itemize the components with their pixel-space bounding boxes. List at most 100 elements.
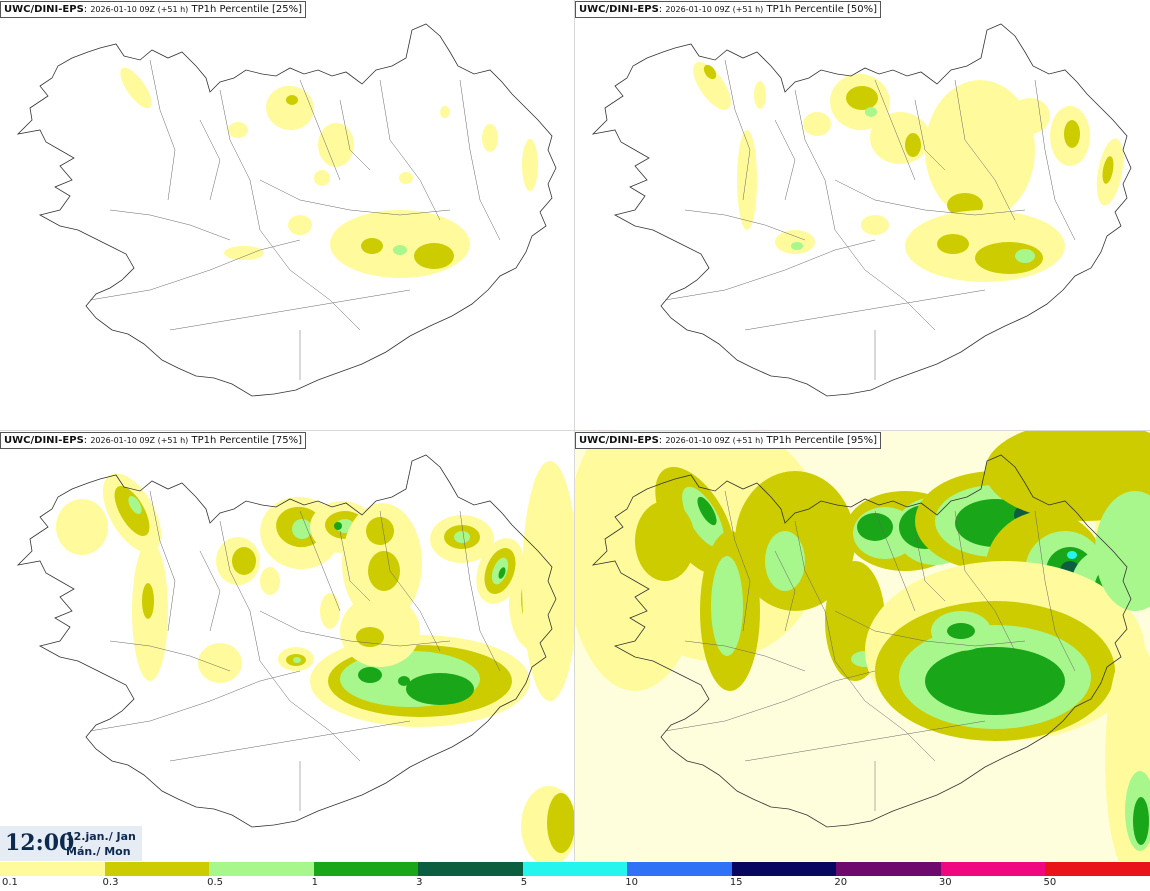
field-name: TP1h Percentile [50%] [766,4,878,15]
precip-area [1015,249,1035,263]
legend-swatch [836,862,941,876]
color-legend-ticks: 0.1 0.3 0.5 1 3 5 10 15 20 30 50 [0,876,1150,891]
region-boundary [724,490,751,632]
legend-swatch [627,862,732,876]
precip-area [318,123,354,167]
precip-area [905,133,921,157]
legend-tick-label: 10 [625,877,638,888]
field-name: TP1h Percentile [75%] [191,435,303,446]
valid-time: 12:00 [5,830,75,856]
precip-area [1133,797,1149,845]
precip-area [120,67,152,109]
region-boundary [109,209,231,241]
region-boundary [874,510,916,612]
precip-area [905,210,1065,282]
region-boundary [199,550,221,632]
region-boundary [664,239,876,301]
field-name: TP1h Percentile [25%] [191,4,303,15]
legend-tick-label: 30 [938,877,952,888]
legend-tick-label: 3 [416,877,423,888]
region-boundary [834,179,1026,216]
precip-area [1010,98,1050,134]
legend-tick-label: 0.3 [102,877,119,888]
precip-area [1067,551,1077,559]
precip-area [870,112,930,164]
precip-area [711,556,743,656]
legend-swatch [209,862,314,876]
model-name: UWC/DINI-EPS [579,435,659,446]
precip-area [260,567,280,595]
map-panel-p25: UWC/DINI-EPS: 2026-01-10 09Z (+51 h) TP1… [0,0,575,431]
precip-area [775,230,815,254]
region-boundary [954,510,1016,652]
precip-area [937,234,969,254]
precip-map-p50 [591,23,1132,397]
coastline [16,454,557,828]
legend-tick-label: 50 [1043,877,1057,888]
precip-area [857,513,893,541]
precip-area [114,486,150,536]
precip-area [320,593,340,629]
region-boundary [459,510,501,672]
precip-area [454,531,470,543]
region-boundary [379,510,441,652]
precip-area [314,170,330,186]
region-boundary [684,209,806,241]
model-name: UWC/DINI-EPS [4,435,84,446]
region-boundary [149,490,176,632]
region-boundary [774,550,796,632]
precip-area [232,547,256,575]
run-time: 2026-01-10 09Z (+51 h) [90,436,189,445]
precip-area [635,501,695,581]
region-boundary [874,79,916,181]
region-boundary [259,610,451,647]
precip-area [393,245,407,255]
legend-swatch [313,862,419,876]
region-boundary [774,119,796,201]
region-boundary [169,289,411,331]
precip-area [947,623,975,639]
precip-area [803,112,831,136]
precip-area [293,657,301,663]
precip-area [522,461,575,701]
legend-swatch [1045,862,1150,876]
panel-title: UWC/DINI-EPS: 2026-01-10 09Z (+51 h) TP1… [575,1,882,18]
region-boundary [89,239,301,301]
region-boundary [149,59,176,201]
region-boundary [834,610,1026,647]
precip-area [399,172,413,184]
panel-divider [0,430,1150,431]
legend-tick-label: 1 [311,877,318,888]
region-boundary [684,640,806,672]
precip-map-p95 [575,431,1150,861]
precip-area [547,793,575,853]
model-name: UWC/DINI-EPS [579,4,659,15]
precip-area [358,667,382,683]
region-boundary [1034,79,1076,241]
precip-area [361,238,383,254]
valid-day: Mán./ Mon [66,845,131,858]
run-time: 2026-01-10 09Z (+51 h) [665,5,764,14]
region-boundary [459,79,501,241]
coastline [16,23,557,397]
field-name: TP1h Percentile [95%] [766,435,878,446]
precip-area [142,583,154,619]
precip-area [266,85,314,131]
legend-tick-label: 0.1 [2,877,18,888]
legend-tick-label: 0.5 [207,877,223,888]
region-boundary [914,99,946,171]
legend-swatch [940,862,1046,876]
region-boundary [299,510,341,612]
precip-area [682,486,724,548]
region-boundary [199,119,221,201]
precip-area [228,122,248,138]
region-boundary [379,79,441,221]
region-boundary [1034,510,1076,672]
precip-area [1102,156,1114,184]
region-boundary [109,640,231,672]
region-boundary [169,720,411,762]
panel-title: UWC/DINI-EPS: 2026-01-10 09Z (+51 h) TP1… [0,432,307,449]
precip-area [288,215,312,235]
precip-area [861,215,889,235]
region-boundary [664,670,876,732]
